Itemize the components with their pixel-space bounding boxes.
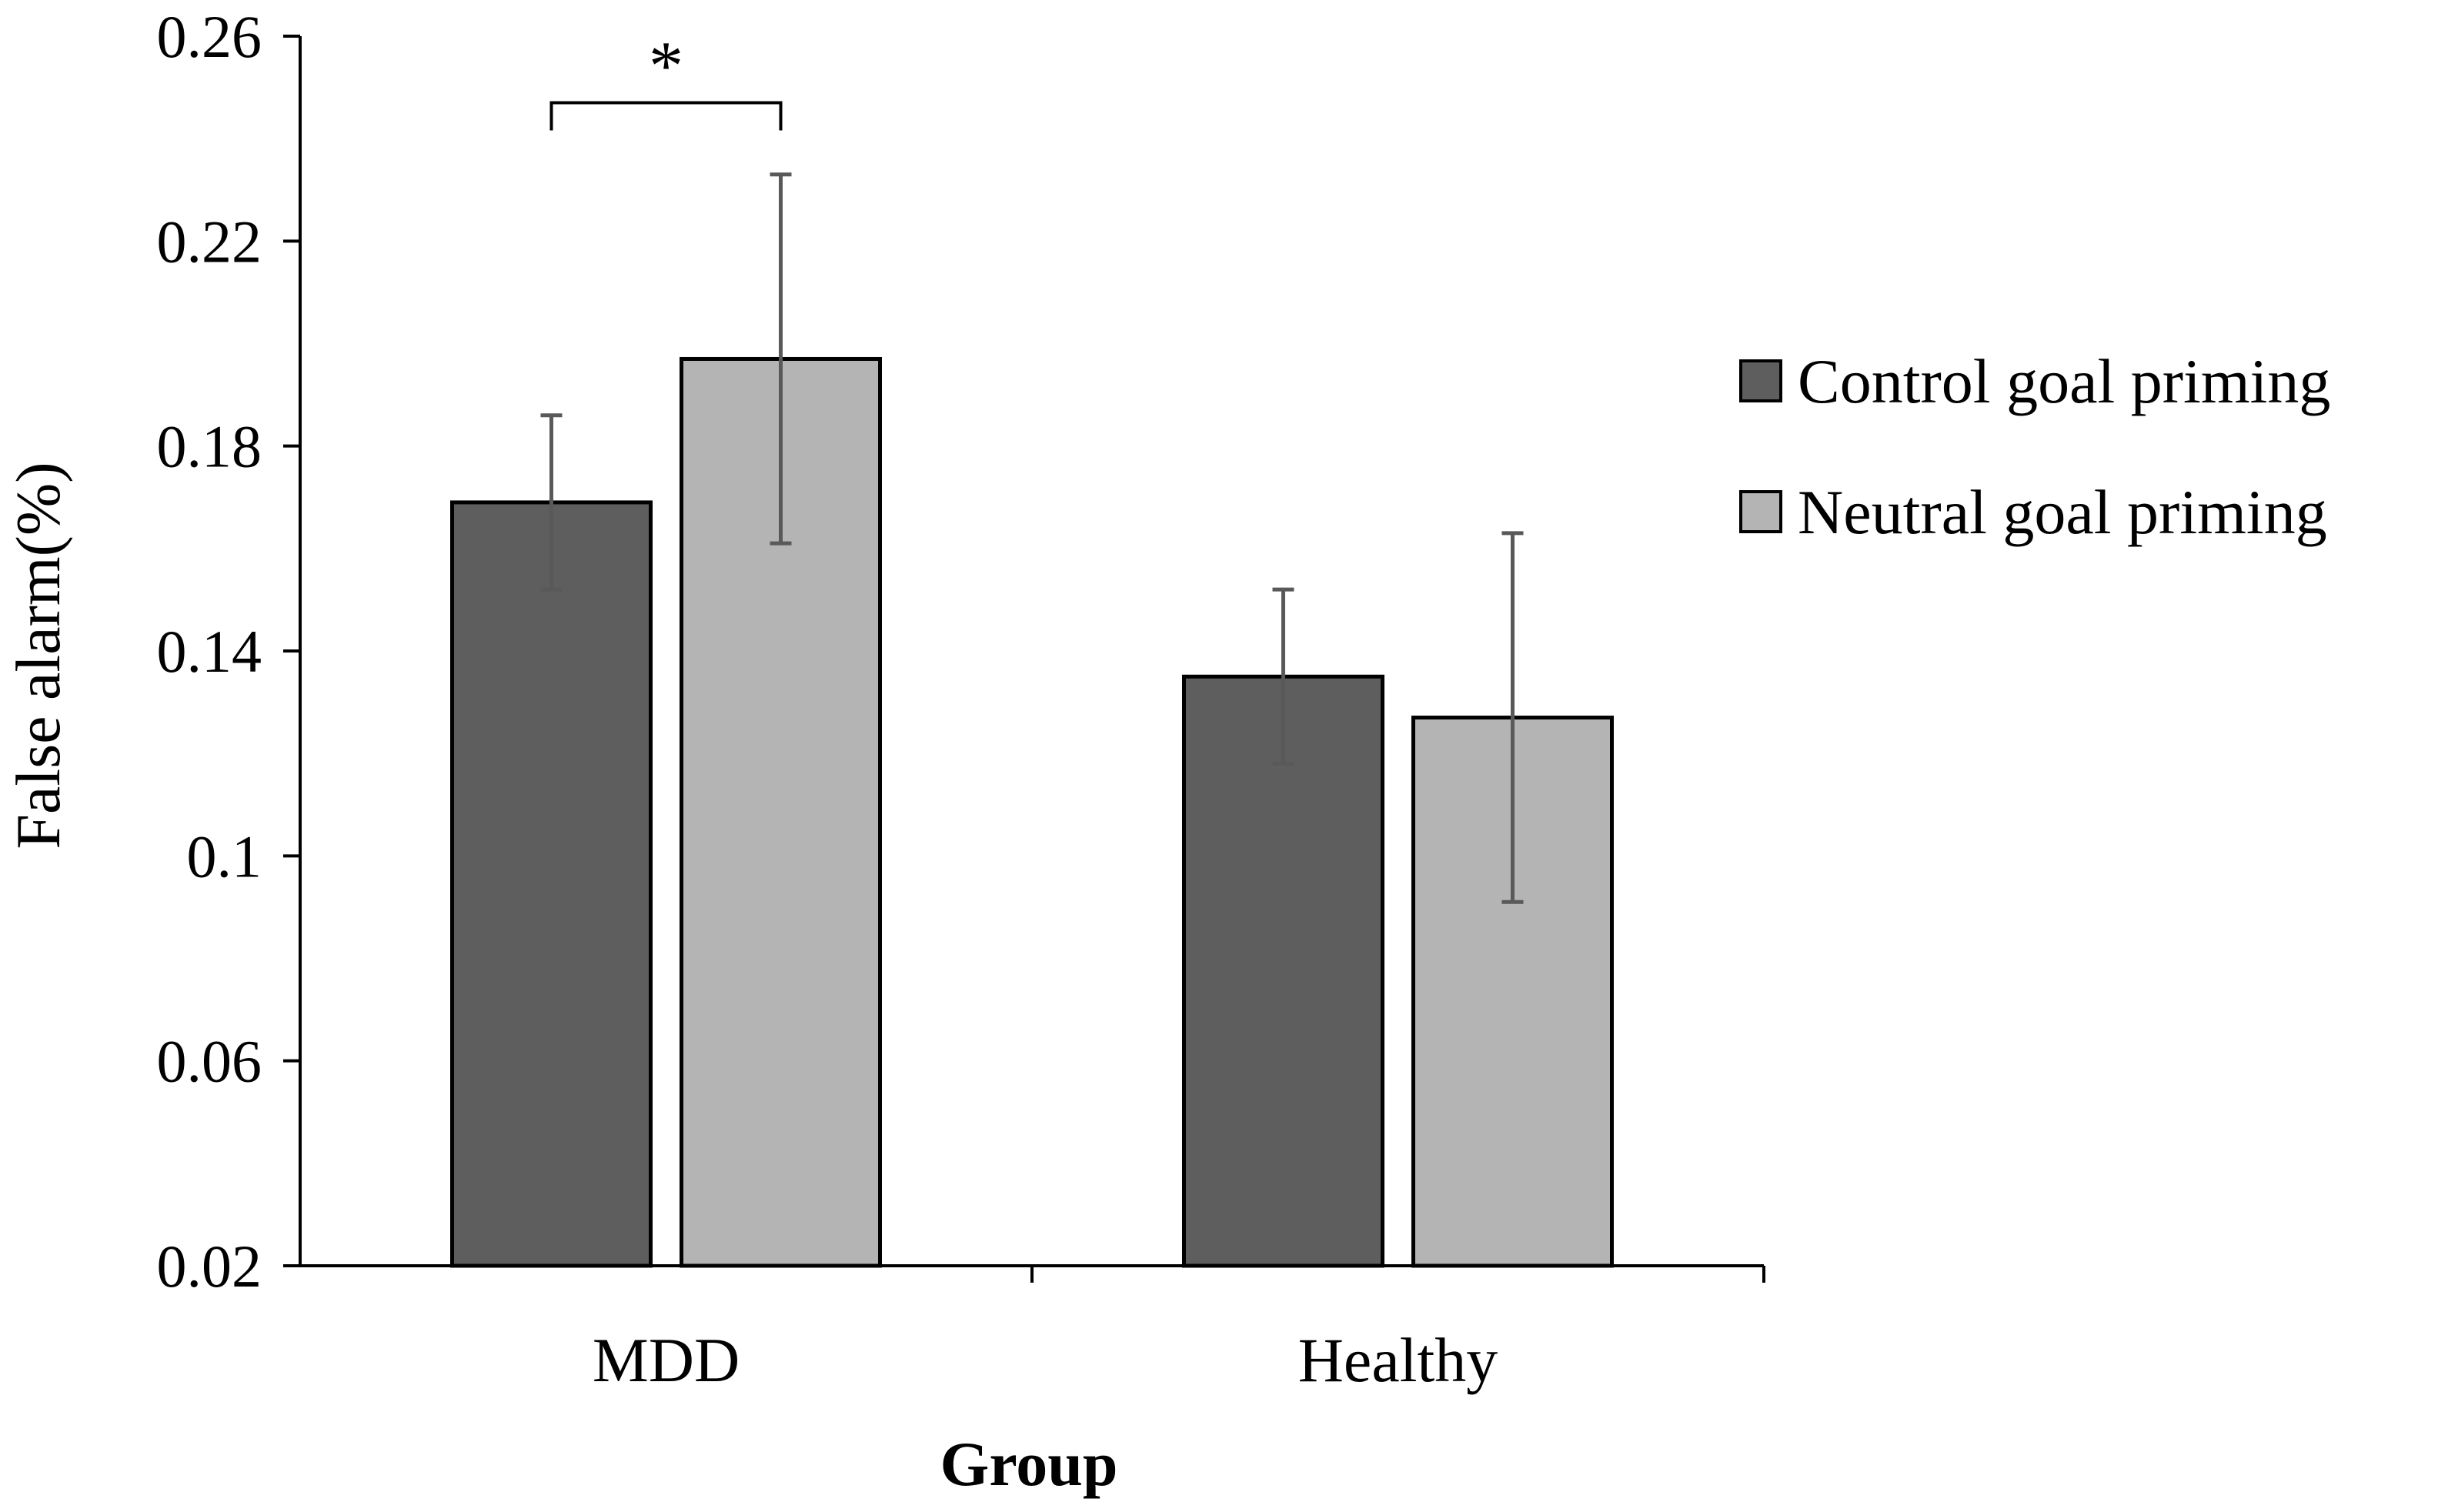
significance-bracket (549, 101, 783, 131)
legend: Control goal priming Neutral goal priming (1739, 346, 2330, 547)
legend-label-series-1: Control goal priming (1798, 346, 2330, 416)
legend-label-series-2: Neutral goal priming (1798, 477, 2327, 547)
significance-star: * (649, 28, 683, 105)
y-tick-label: 0.06 (157, 1028, 262, 1095)
y-ticks-group: 0.02 0.06 0.1 0.14 0.18 0.22 0.26 (157, 3, 300, 1300)
y-tick-label: 0.26 (157, 3, 262, 70)
bar-healthy-series-1 (1182, 674, 1384, 1268)
y-tick-label: 0.1 (187, 823, 262, 890)
y-tick-label: 0.18 (157, 413, 262, 480)
y-tick-label: 0.14 (157, 618, 262, 685)
x-axis-title: Group (940, 1429, 1118, 1499)
bar-mdd-series-1 (450, 500, 653, 1268)
y-axis-title: False alarm(%) (3, 462, 73, 849)
error-bars-group (540, 172, 1524, 904)
x-tick-label-healthy: Healthy (1298, 1325, 1498, 1395)
bars-group (450, 356, 1614, 1268)
y-tick-label: 0.22 (157, 208, 262, 275)
x-categories-group: MDD Healthy (593, 1325, 1498, 1395)
legend-swatch-series-1 (1739, 359, 1782, 402)
x-tick-label-mdd: MDD (593, 1325, 740, 1395)
annotations-group: * (549, 28, 783, 131)
legend-swatch-series-2 (1739, 490, 1782, 533)
y-tick-label: 0.02 (157, 1233, 262, 1300)
